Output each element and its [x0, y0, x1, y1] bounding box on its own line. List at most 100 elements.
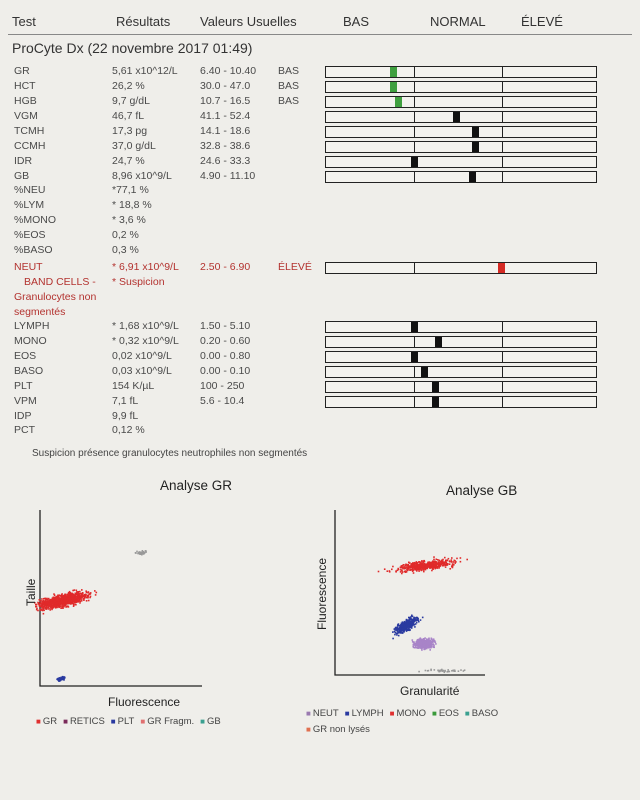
table-row: CCMH 37,0 g/dL 32.8 - 38.6: [0, 140, 640, 155]
row-val: 0,12 %: [112, 424, 145, 436]
header-test: Test: [12, 14, 36, 29]
row-ref: 100 - 250: [200, 380, 245, 392]
range-divider: [502, 367, 503, 377]
table-row: HCT 26,2 % 30.0 - 47.0 BAS: [0, 80, 640, 95]
gr-plot-title: Analyse GR: [160, 478, 233, 493]
range-marker: [421, 367, 428, 377]
suspicion-note: Suspicion présence granulocytes neutroph…: [32, 448, 308, 459]
row-ref: 2.50 - 6.90: [200, 261, 251, 273]
row-val: 8,96 x10^9/L: [112, 170, 172, 182]
range-divider: [414, 127, 415, 137]
range-divider: [414, 263, 415, 273]
range-divider: [414, 97, 415, 107]
legend-swatch: ■: [110, 717, 116, 726]
range-divider: [502, 322, 503, 332]
range-marker: [390, 82, 397, 92]
gb-cluster-debris: [418, 668, 466, 674]
row-ref: 0.20 - 0.60: [200, 335, 251, 347]
header-normal: NORMAL: [430, 14, 486, 29]
row-name: GB: [14, 170, 30, 182]
legend-swatch: ■: [306, 725, 311, 734]
table-row: %MONO * 3,6 %: [0, 214, 640, 229]
range-divider: [502, 382, 503, 392]
gr-xlabel: Fluorescence: [108, 695, 181, 709]
header-low: BAS: [343, 14, 370, 29]
row-ref: 30.0 - 47.0: [200, 80, 251, 92]
row-name: NEUT: [14, 261, 43, 273]
legend-label: LYMPH: [351, 708, 384, 719]
legend-label: GB: [207, 716, 221, 727]
table-row: GR 5,61 x10^12/L 6.40 - 10.40 BAS: [0, 65, 640, 80]
row-name: %LYM: [14, 199, 45, 211]
range-marker: [472, 127, 479, 137]
table-row: MONO * 0,32 x10^9/L 0.20 - 0.60: [0, 335, 640, 350]
legend-swatch: ■: [432, 709, 437, 718]
range-divider: [502, 352, 503, 362]
range-bar: [325, 351, 597, 363]
row-val: * 18,8 %: [112, 199, 152, 211]
row-ref: 0.00 - 0.10: [200, 365, 251, 377]
gr-legend: ■ GR ■ RETICS ■ PLT ■ GR Fragm. ■ GB: [36, 716, 227, 727]
gr-ylabel: Taille: [24, 578, 38, 606]
legend-label: NEUT: [312, 708, 339, 719]
gb-cluster-lymph: [392, 614, 424, 640]
row-val: 9,7 g/dL: [112, 95, 150, 107]
row-name: TCMH: [14, 125, 45, 137]
range-divider: [502, 127, 503, 137]
row-name: HGB: [14, 95, 37, 107]
row-ref: 6.40 - 10.40: [200, 65, 257, 77]
row-val: 5,61 x10^12/L: [112, 65, 178, 77]
legend-label: GR Fragm.: [147, 716, 195, 727]
legend-label: MONO: [396, 708, 426, 719]
row-val: 9,9 fL: [112, 410, 139, 422]
header-results: Résultats: [116, 14, 171, 29]
range-marker: [498, 263, 505, 273]
row-name: PLT: [14, 380, 33, 392]
row-name: VPM: [14, 395, 37, 407]
row-val: 154 K/µL: [112, 380, 155, 392]
legend-label: GR: [42, 716, 58, 727]
range-divider: [502, 142, 503, 152]
row-flag: BAS: [278, 80, 300, 92]
range-divider: [502, 82, 503, 92]
table-row: NEUT * 6,91 x10^9/L 2.50 - 6.90 ÉLEVÉ: [0, 261, 640, 276]
row-ref: 4.90 - 11.10: [200, 170, 256, 182]
row-val: 7,1 fL: [112, 395, 139, 407]
table-row: GB 8,96 x10^9/L 4.90 - 11.10: [0, 170, 640, 185]
row-val: 26,2 %: [112, 80, 145, 92]
row-name: %BASO: [14, 244, 53, 256]
row-name: Granulocytes non: [14, 291, 97, 303]
legend-swatch: ■: [140, 717, 146, 726]
range-divider: [502, 397, 503, 407]
table-row: PLT 154 K/µL 100 - 250: [0, 380, 640, 395]
legend-swatch: ■: [36, 717, 41, 726]
row-val: *77,1 %: [112, 184, 149, 196]
row-name: BAND CELLS -: [24, 276, 96, 288]
row-name: CCMH: [14, 140, 46, 152]
plot-axes: [39, 510, 202, 687]
range-divider: [414, 397, 415, 407]
range-bar: [325, 156, 597, 168]
range-bar: [325, 336, 597, 348]
range-divider: [414, 82, 415, 92]
row-val: 0,2 %: [112, 229, 139, 241]
range-divider: [414, 367, 415, 377]
table-row: BAND CELLS - * Suspicion: [0, 276, 640, 291]
gb-legend-row2: ■ GR non lysés: [306, 724, 370, 735]
range-bar: [325, 96, 597, 108]
range-bar: [325, 171, 597, 183]
range-marker: [453, 112, 460, 122]
row-val: * 3,6 %: [112, 214, 146, 226]
gr-cluster-rbc: [34, 589, 98, 615]
table-row: HGB 9,7 g/dL 10.7 - 16.5 BAS: [0, 95, 640, 110]
legend-label: PLT: [117, 716, 135, 727]
range-bar: [325, 66, 597, 78]
gb-ylabel: Fluorescence: [315, 557, 329, 630]
row-ref: 1.50 - 5.10: [200, 320, 251, 332]
row-ref: 24.6 - 33.3: [200, 155, 251, 167]
table-row: Granulocytes non: [0, 291, 640, 306]
legend-label: BASO: [471, 708, 499, 719]
range-divider: [502, 172, 503, 182]
table-row: %EOS 0,2 %: [0, 229, 640, 244]
range-bar: [325, 262, 597, 274]
